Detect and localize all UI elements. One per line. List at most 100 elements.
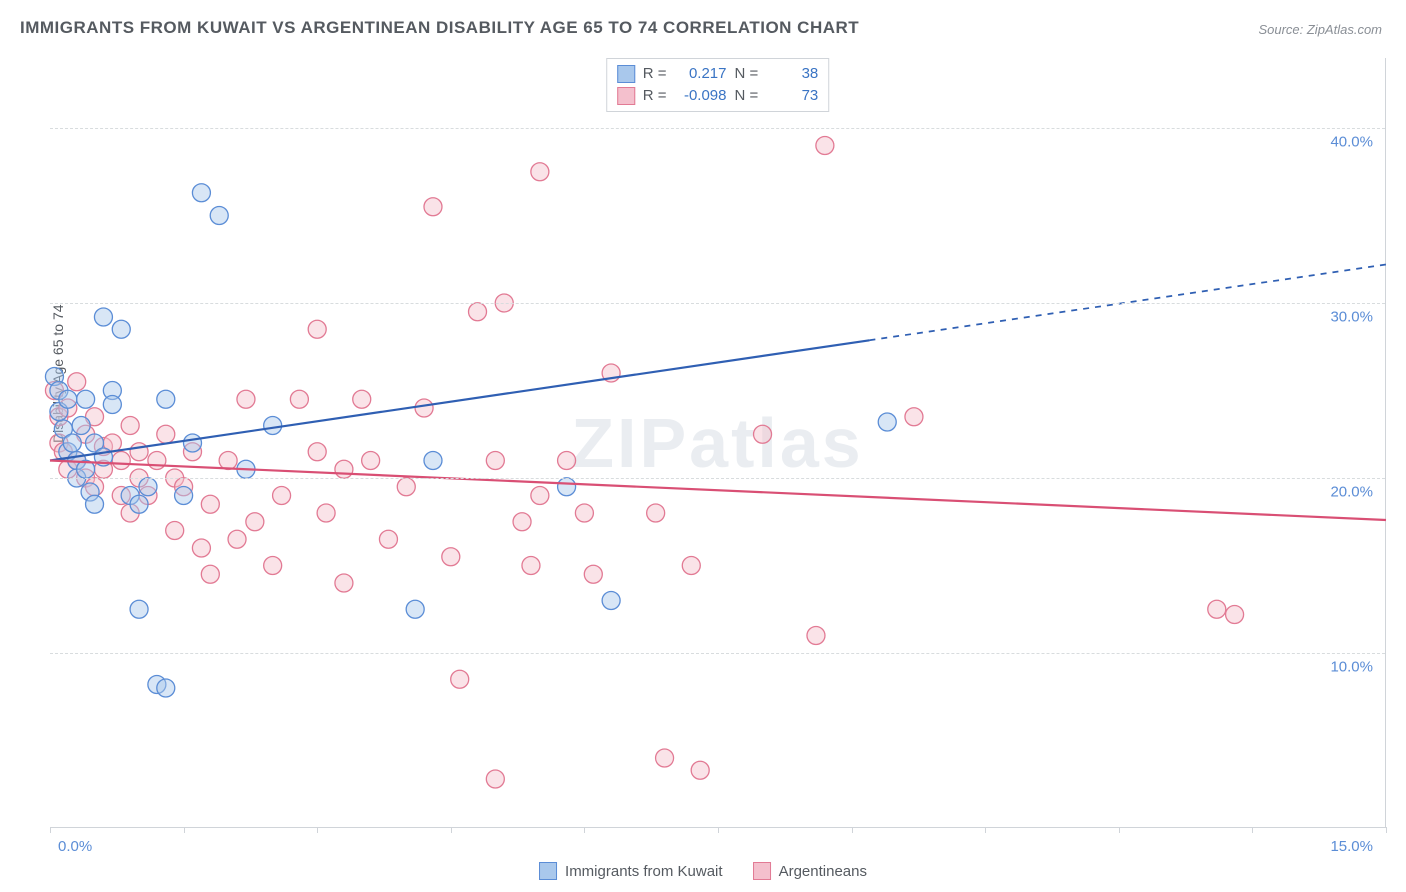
data-point-kuwait [86,495,104,513]
data-point-argentineans [308,443,326,461]
data-point-argentineans [1226,606,1244,624]
data-point-kuwait [130,600,148,618]
data-point-argentineans [513,513,531,531]
data-point-argentineans [1208,600,1226,618]
data-point-argentineans [290,390,308,408]
data-point-argentineans [121,417,139,435]
data-point-kuwait [210,207,228,225]
swatch-argentineans [753,862,771,880]
data-point-argentineans [397,478,415,496]
x-tick-label: 0.0% [58,838,92,855]
data-point-kuwait [112,320,130,338]
data-point-argentineans [335,574,353,592]
x-tick [451,827,452,833]
data-point-argentineans [486,452,504,470]
data-point-argentineans [308,320,326,338]
data-point-kuwait [94,308,112,326]
x-tick [985,827,986,833]
data-point-argentineans [264,557,282,575]
data-point-argentineans [531,163,549,181]
data-point-kuwait [602,592,620,610]
plot-area: Disability Age 65 to 74 ZIPatlas R = 0.2… [50,58,1386,828]
data-point-kuwait [558,478,576,496]
data-point-argentineans [237,390,255,408]
data-point-argentineans [451,670,469,688]
x-tick [50,827,51,833]
data-point-kuwait [59,390,77,408]
data-point-argentineans [201,495,219,513]
data-point-kuwait [157,679,175,697]
y-tick-label: 20.0% [1330,484,1373,501]
data-point-argentineans [584,565,602,583]
swatch-kuwait [539,862,557,880]
data-point-argentineans [522,557,540,575]
y-tick-label: 10.0% [1330,659,1373,676]
data-point-argentineans [157,425,175,443]
gridline-h [50,653,1385,654]
data-point-argentineans [317,504,335,522]
x-tick [317,827,318,833]
data-point-kuwait [264,417,282,435]
y-tick-label: 30.0% [1330,309,1373,326]
data-point-argentineans [273,487,291,505]
gridline-h [50,128,1385,129]
legend-label: Immigrants from Kuwait [565,863,723,880]
data-point-kuwait [72,417,90,435]
data-point-argentineans [335,460,353,478]
data-point-argentineans [112,452,130,470]
x-tick [1386,827,1387,833]
gridline-h [50,478,1385,479]
data-point-argentineans [469,303,487,321]
data-point-kuwait [175,487,193,505]
data-point-argentineans [192,539,210,557]
legend-item-argentineans: Argentineans [753,862,867,880]
data-point-kuwait [878,413,896,431]
data-point-argentineans [353,390,371,408]
data-point-argentineans [228,530,246,548]
data-point-argentineans [246,513,264,531]
data-point-argentineans [691,761,709,779]
x-tick [718,827,719,833]
data-point-argentineans [558,452,576,470]
chart-title: IMMIGRANTS FROM KUWAIT VS ARGENTINEAN DI… [20,18,859,38]
x-tick [184,827,185,833]
gridline-h [50,303,1385,304]
data-point-kuwait [184,434,202,452]
bottom-legend: Immigrants from Kuwait Argentineans [539,862,867,880]
data-point-argentineans [68,373,86,391]
data-point-argentineans [219,452,237,470]
x-tick [584,827,585,833]
data-point-argentineans [166,522,184,540]
data-point-argentineans [816,137,834,155]
data-point-argentineans [415,399,433,417]
legend-item-kuwait: Immigrants from Kuwait [539,862,723,880]
data-point-argentineans [531,487,549,505]
data-point-kuwait [406,600,424,618]
data-point-kuwait [130,495,148,513]
data-point-argentineans [362,452,380,470]
data-point-kuwait [103,396,121,414]
y-tick-label: 40.0% [1330,134,1373,151]
data-point-argentineans [575,504,593,522]
data-point-kuwait [157,390,175,408]
data-point-kuwait [77,390,95,408]
data-point-argentineans [656,749,674,767]
data-point-kuwait [139,478,157,496]
data-point-argentineans [905,408,923,426]
data-point-argentineans [379,530,397,548]
data-point-argentineans [682,557,700,575]
plot-svg [50,58,1385,827]
data-point-argentineans [647,504,665,522]
x-tick [1252,827,1253,833]
legend-label: Argentineans [779,863,867,880]
data-point-argentineans [148,452,166,470]
data-point-argentineans [442,548,460,566]
data-point-argentineans [486,770,504,788]
x-tick-label: 15.0% [1330,838,1373,855]
data-point-kuwait [192,184,210,202]
data-point-argentineans [201,565,219,583]
data-point-argentineans [424,198,442,216]
data-point-kuwait [424,452,442,470]
data-point-argentineans [754,425,772,443]
x-tick [1119,827,1120,833]
